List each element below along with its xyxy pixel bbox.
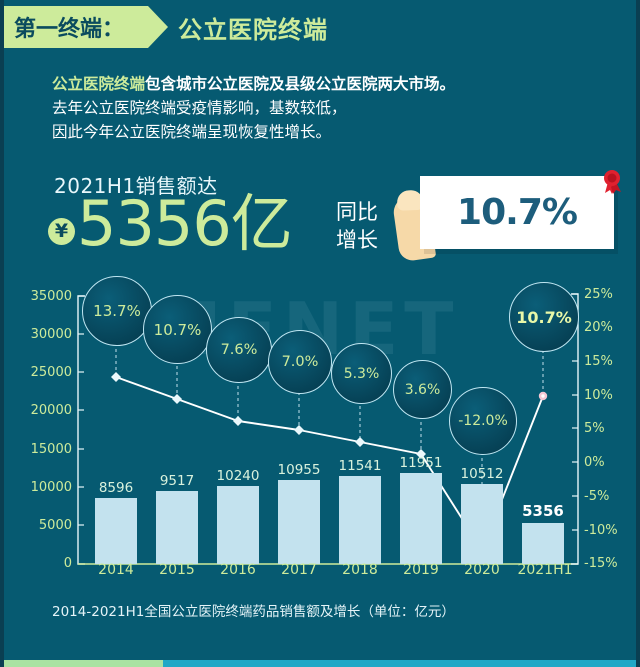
bar-label-2015: 9517 <box>159 473 195 489</box>
growth-bubble-2014: 13.7% <box>82 276 152 346</box>
section-tag-banner: 第一终端： <box>0 6 168 48</box>
bar-label-2017: 10955 <box>277 462 321 478</box>
growth-bubble-2021H1: 10.7% <box>509 282 579 352</box>
bar-label-2021H1: 5356 <box>522 502 564 520</box>
y-tick-15000: 15000 <box>30 442 72 457</box>
y-tick-5000: 5000 <box>38 518 72 533</box>
growth-label-line-1: 同比 <box>336 200 378 224</box>
y2-tick-neg15: -15% <box>584 556 618 571</box>
x-tick-2021H1: 2021H1 <box>517 562 573 578</box>
intro-line-3: 因此今年公立医院终端呈现恢复性增长。 <box>52 123 332 141</box>
y2-tick-5: 5% <box>584 421 605 436</box>
bar-label-2018: 11541 <box>338 458 382 474</box>
bar-2019 <box>400 473 442 564</box>
bar-2014 <box>95 498 137 564</box>
growth-label: 同比 增长 <box>336 198 378 254</box>
bar-2016 <box>217 486 259 564</box>
page-title: 公立医院终端 <box>178 15 328 44</box>
y-tick-35000: 35000 <box>30 289 72 304</box>
y-tick-10000: 10000 <box>30 480 72 495</box>
bar-2018 <box>339 476 381 564</box>
growth-card: 10.7% <box>420 176 614 249</box>
yen-icon: ¥ <box>48 217 75 245</box>
y-tick-30000: 30000 <box>30 327 72 342</box>
bar-2017 <box>278 480 320 564</box>
intro-highlight: 公立医院终端 <box>52 75 146 93</box>
x-tick-2016: 2016 <box>220 562 256 578</box>
bar-label-2020: 10512 <box>460 466 504 482</box>
y2-tick-15: 15% <box>584 354 613 369</box>
growth-bubble-2016: 7.6% <box>206 317 272 383</box>
bar-2015 <box>156 491 198 564</box>
growth-bubble-2019: 3.6% <box>393 360 452 419</box>
footer-accent-green <box>0 660 163 667</box>
y2-tick-10: 10% <box>584 388 613 403</box>
chart-area: MENET <box>0 276 640 592</box>
y-axis-left <box>77 295 85 565</box>
x-tick-2018: 2018 <box>342 562 378 578</box>
y-tick-20000: 20000 <box>30 403 72 418</box>
x-tick-2017: 2017 <box>281 562 317 578</box>
footer-accent-blue <box>163 660 640 667</box>
y-axis-left-ticks <box>78 295 84 526</box>
intro-line-1: 公立医院终端包含城市公立医院及县级公立医院两大市场。 <box>52 72 612 96</box>
ribbon-icon <box>601 168 623 194</box>
y2-tick-0: 0% <box>584 455 605 470</box>
bar-2021H1 <box>522 523 564 564</box>
x-tick-2015: 2015 <box>159 562 195 578</box>
y2-tick-20: 20% <box>584 320 613 335</box>
growth-bubble-2020: -12.0% <box>449 387 517 455</box>
sales-kicker: 2021H1销售额达 <box>54 174 218 198</box>
growth-label-line-2: 增长 <box>336 228 378 252</box>
bar-2020 <box>461 484 503 564</box>
y2-tick-neg5: -5% <box>584 489 610 504</box>
growth-line-markers <box>111 372 548 555</box>
intro-line-1-rest: 包含城市公立医院及县级公立医院两大市场。 <box>145 75 456 93</box>
sales-value-group: ¥ 5356亿 <box>48 187 293 260</box>
x-tick-2014: 2014 <box>98 562 134 578</box>
bar-label-2016: 10240 <box>216 468 260 484</box>
growth-bubble-2015: 10.7% <box>143 295 212 364</box>
x-tick-2019: 2019 <box>403 562 439 578</box>
y2-tick-neg10: -10% <box>584 523 618 538</box>
y2-tick-25: 25% <box>584 287 613 302</box>
bar-label-2019: 11951 <box>399 455 443 471</box>
sales-value: 5356亿 <box>77 187 293 260</box>
bar-label-2014: 8596 <box>98 480 134 496</box>
section-tag-label: 第一终端： <box>14 17 125 42</box>
x-tick-2020: 2020 <box>464 562 500 578</box>
chart-svg <box>77 293 579 565</box>
growth-bubble-2018: 5.3% <box>331 343 392 404</box>
intro-line-2: 去年公立医院终端受疫情影响，基数较低， <box>52 99 347 117</box>
y-tick-0: 0 <box>63 556 72 571</box>
y-axis-right-ticks <box>572 293 578 531</box>
growth-bubble-2017: 7.0% <box>268 330 332 394</box>
y-tick-25000: 25000 <box>30 365 72 380</box>
intro-paragraph: 公立医院终端包含城市公立医院及县级公立医院两大市场。 去年公立医院终端受疫情影响… <box>52 72 612 144</box>
growth-card-value: 10.7% <box>457 192 578 233</box>
chart-caption: 2014-2021H1全国公立医院终端药品销售额及增长（单位：亿元） <box>52 604 455 620</box>
